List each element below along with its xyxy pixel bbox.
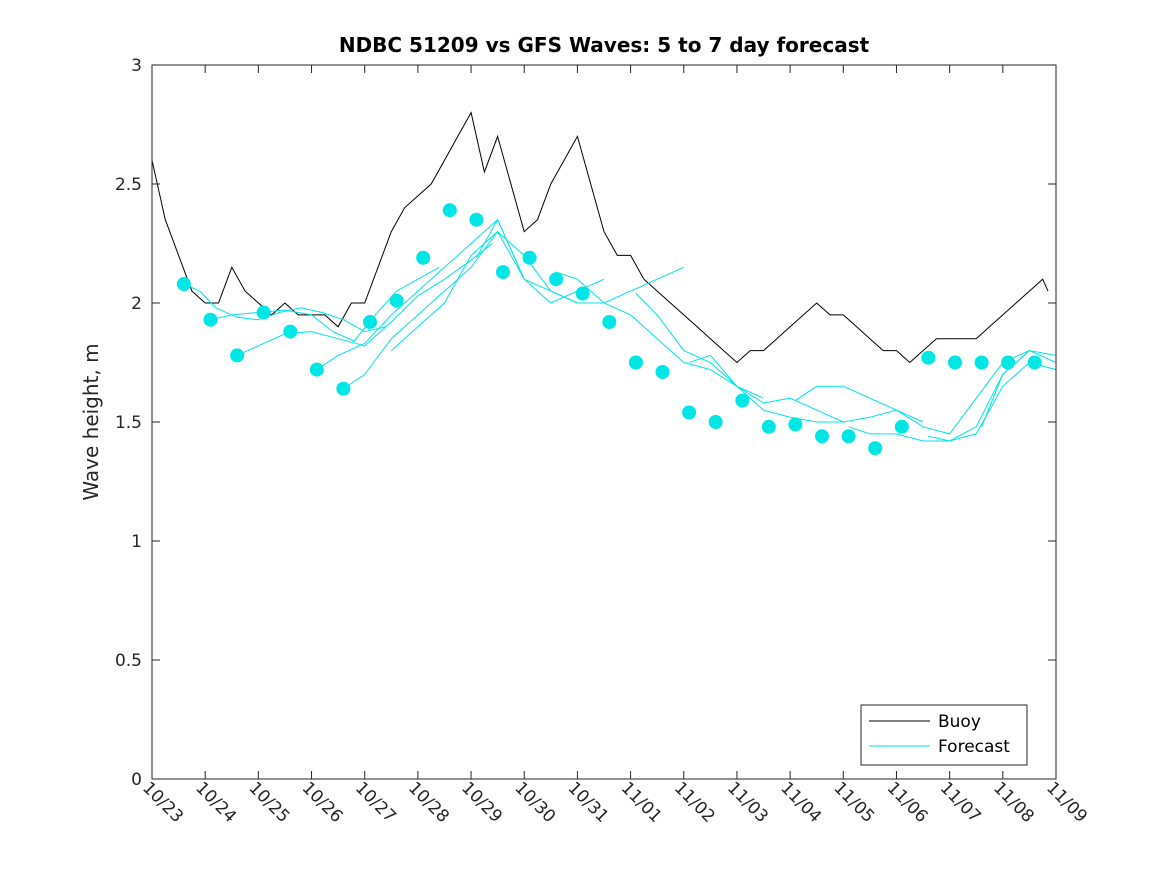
plot-background: [152, 65, 1056, 779]
forecast-marker: [948, 355, 962, 370]
forecast-marker: [1001, 355, 1016, 370]
x-tick-label: 11/07: [936, 778, 985, 827]
forecast-marker: [176, 277, 191, 291]
y-tick-label: 1.5: [115, 413, 142, 433]
forecast-marker: [442, 203, 457, 218]
x-tick-label: 10/28: [404, 778, 453, 827]
x-tick-label: 11/09: [1042, 778, 1091, 827]
forecast-series-line-1: [210, 266, 440, 342]
y-tick-label: 0: [131, 770, 142, 790]
forecast-marker: [655, 365, 670, 379]
forecast-marker: [602, 315, 617, 329]
forecast-series-line-5: [390, 230, 605, 351]
forecast-marker: [868, 441, 883, 456]
forecast-marker: [336, 381, 351, 396]
x-tick-label: 11/06: [883, 778, 932, 827]
forecast-marker: [761, 419, 776, 434]
forecast-series-line-9: [688, 354, 924, 423]
forecast-marker: [309, 362, 324, 377]
forecast-marker: [416, 250, 431, 265]
legend-buoy-label: Buoy: [938, 712, 981, 732]
forecast-series-line-2: [236, 243, 493, 356]
x-tick-label: 11/04: [776, 778, 825, 827]
y-tick-label: 2: [131, 294, 142, 314]
forecast-series-line-0: [183, 283, 387, 333]
forecast-marker: [841, 429, 856, 444]
legend: Buoy Forecast: [860, 704, 1028, 766]
forecast-series-line-13: [981, 350, 1057, 427]
forecast-marker: [735, 393, 750, 408]
x-tick-label: 10/31: [564, 778, 613, 827]
forecast-series-line-7: [555, 271, 764, 399]
x-tick-label: 10/26: [298, 778, 347, 827]
buoy-series-line: [151, 111, 1049, 364]
forecast-marker: [815, 429, 829, 444]
forecast-marker: [682, 405, 697, 420]
y-tick-label: 3: [131, 56, 142, 76]
x-tick-label: 11/08: [989, 778, 1038, 827]
y-tick-label: 2.5: [115, 175, 142, 195]
x-tick-label: 11/03: [723, 778, 772, 827]
forecast-marker: [230, 348, 245, 363]
forecast-marker: [203, 312, 218, 327]
x-tick-label: 10/23: [138, 778, 187, 827]
forecast-marker: [283, 324, 298, 339]
x-tick-label: 10/27: [351, 778, 400, 827]
forecast-series-line-3: [316, 218, 525, 371]
y-tick-label: 0.5: [115, 651, 142, 671]
forecast-series-line-6: [475, 218, 685, 304]
x-tick-label: 11/01: [617, 778, 666, 827]
legend-box: [860, 704, 1028, 766]
forecast-marker: [708, 415, 723, 429]
forecast-marker: [256, 305, 271, 320]
forecast-marker: [549, 272, 564, 287]
forecast-marker: [363, 315, 377, 329]
legend-forecast-label: Forecast: [938, 737, 1010, 757]
x-tick-label: 10/30: [510, 778, 559, 827]
forecast-marker: [522, 250, 537, 265]
forecast-marker: [628, 355, 643, 370]
x-tick-label: 11/02: [670, 778, 719, 827]
forecast-marker: [1027, 355, 1042, 370]
forecast-marker: [974, 355, 989, 370]
forecast-marker: [575, 286, 590, 301]
forecast-marker: [788, 417, 803, 432]
x-tick-label: 11/05: [830, 778, 879, 827]
chart-title: NDBC 51209 vs GFS Waves: 5 to 7 day fore…: [339, 33, 870, 57]
x-tick-label: 10/24: [191, 778, 240, 827]
forecast-marker: [894, 419, 909, 434]
x-tick-label: 10/25: [245, 778, 294, 827]
x-tick-label: 10/29: [457, 778, 506, 827]
forecast-marker: [496, 265, 510, 280]
forecast-marker: [921, 350, 936, 365]
y-tick-label: 1: [131, 532, 142, 552]
series-layer: [151, 111, 1057, 456]
y-axis-label: Wave height, m: [79, 343, 103, 500]
forecast-marker: [389, 293, 404, 308]
forecast-series-line-10: [795, 350, 1030, 435]
forecast-marker: [469, 212, 484, 227]
